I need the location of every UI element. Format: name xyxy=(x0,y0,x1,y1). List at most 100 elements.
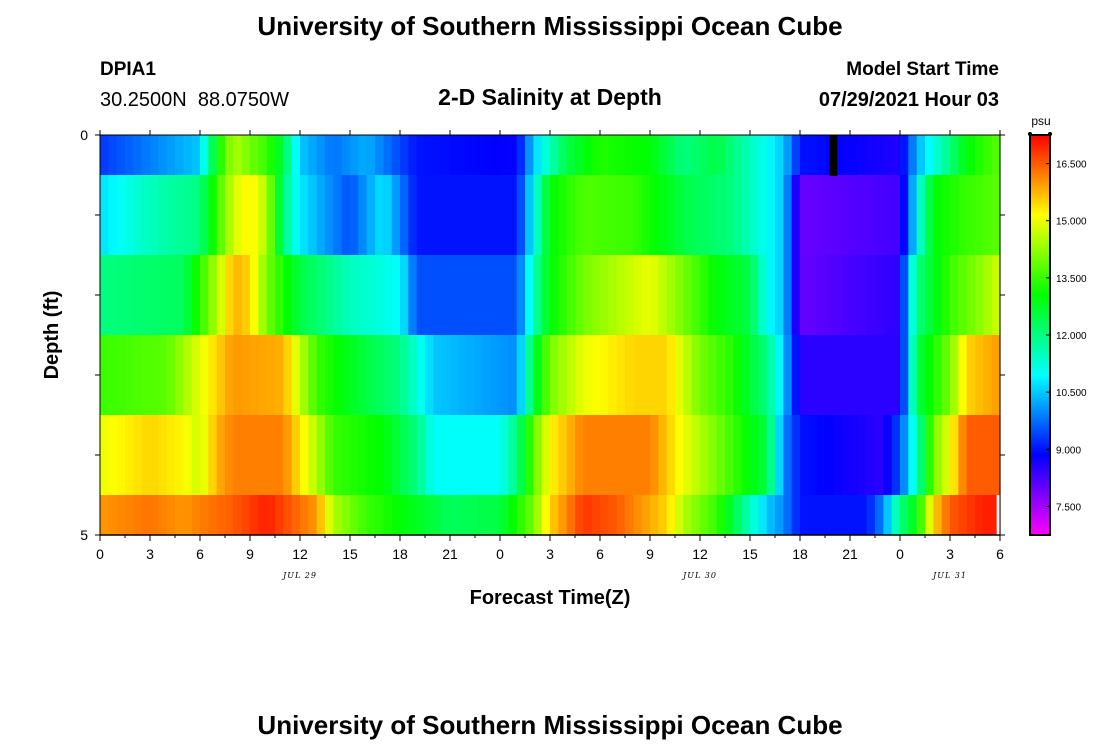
heatmap-cell xyxy=(825,415,834,495)
heatmap-cell xyxy=(750,135,759,175)
heatmap-cell xyxy=(175,415,184,495)
heatmap-cell xyxy=(941,175,951,255)
heatmap-cell xyxy=(791,135,801,175)
y-tick-label: 5 xyxy=(80,527,88,543)
heatmap-cell xyxy=(266,135,276,175)
heatmap-cell xyxy=(766,415,776,495)
heatmap-cell xyxy=(566,495,576,535)
heatmap-cell xyxy=(841,495,851,535)
heatmap-cell xyxy=(633,135,643,175)
colorbar-tick-label: 12.000 xyxy=(1056,331,1087,342)
heatmap-cell xyxy=(408,335,418,415)
heatmap-cell xyxy=(616,255,626,335)
heatmap-cell xyxy=(500,255,509,335)
x-tick-label: 3 xyxy=(946,546,954,562)
x-tick-label: 15 xyxy=(742,546,758,562)
heatmap-cell xyxy=(291,135,301,175)
heatmap-cell xyxy=(691,335,701,415)
current-time-marker xyxy=(829,135,838,176)
heatmap-cell xyxy=(483,335,493,415)
heatmap-cell xyxy=(958,175,968,255)
heatmap-cell xyxy=(333,415,343,495)
heatmap-cell xyxy=(850,495,859,535)
heatmap-cell xyxy=(266,415,276,495)
heatmap-cell xyxy=(816,135,826,175)
heatmap-cell xyxy=(525,415,534,495)
heatmap-cell xyxy=(541,135,551,175)
x-tick-label: 9 xyxy=(646,546,654,562)
heatmap-cell xyxy=(633,415,643,495)
heatmap-cell xyxy=(408,255,418,335)
heatmap-cell xyxy=(775,175,784,255)
x-tick-label: 15 xyxy=(342,546,358,562)
heatmap-cell xyxy=(458,335,468,415)
heatmap-cell xyxy=(766,175,776,255)
heatmap-cell xyxy=(541,335,551,415)
heatmap-cell xyxy=(833,135,843,175)
station-coordinates: 30.2500N 88.0750W xyxy=(100,89,289,111)
heatmap-cell xyxy=(983,335,993,415)
heatmap-cell xyxy=(125,175,134,255)
heatmap-cell xyxy=(333,175,343,255)
missing-data-cell xyxy=(996,495,1000,535)
heatmap-cell xyxy=(733,135,743,175)
heatmap-cell xyxy=(150,255,159,335)
heatmap-cell xyxy=(133,135,143,175)
heatmap-cell xyxy=(416,495,426,535)
heatmap-cell xyxy=(741,175,751,255)
heatmap-cell xyxy=(566,255,576,335)
heatmap-cell xyxy=(725,255,734,335)
heatmap-cell xyxy=(483,175,493,255)
heatmap-cell xyxy=(850,335,859,415)
heatmap-cell xyxy=(758,255,768,335)
heatmap-cell xyxy=(775,135,784,175)
heatmap-cell xyxy=(650,135,659,175)
heatmap-cell xyxy=(508,135,518,175)
heatmap-cell xyxy=(741,495,751,535)
heatmap-cell xyxy=(833,335,843,415)
heatmap-cell xyxy=(816,335,826,415)
heatmap-cell xyxy=(208,335,218,415)
heatmap-cell xyxy=(700,495,709,535)
heatmap-cell xyxy=(658,175,668,255)
heatmap-cell xyxy=(966,495,976,535)
heatmap-cell xyxy=(150,495,159,535)
heatmap-cell xyxy=(750,175,759,255)
heatmap-cell xyxy=(441,335,451,415)
heatmap-cell xyxy=(700,255,709,335)
y-tick-label: 0 xyxy=(80,127,88,143)
heatmap-cell xyxy=(658,335,668,415)
heatmap-cell xyxy=(641,135,651,175)
heatmap-cell xyxy=(466,335,476,415)
heatmap-cell xyxy=(225,175,234,255)
heatmap-cell xyxy=(991,495,1001,535)
heatmap-cell xyxy=(216,255,226,335)
heatmap-cell xyxy=(400,175,409,255)
date-label: JUL 29 xyxy=(281,571,317,580)
heatmap-cell xyxy=(500,335,509,415)
heatmap-cell xyxy=(416,335,426,415)
heatmap-cell xyxy=(825,495,834,535)
heatmap-cell xyxy=(775,255,784,335)
heatmap-cell xyxy=(291,175,301,255)
heatmap-cell xyxy=(525,135,534,175)
heatmap-cell xyxy=(466,135,476,175)
heatmap-cell xyxy=(358,135,368,175)
heatmap-cell xyxy=(350,135,359,175)
heatmap-cell xyxy=(916,495,926,535)
heatmap-cell xyxy=(141,135,151,175)
heatmap-cell xyxy=(466,495,476,535)
heatmap-cell xyxy=(533,335,543,415)
heatmap-cell xyxy=(275,135,284,175)
heatmap-cell xyxy=(100,415,109,495)
heatmap-cell xyxy=(875,335,884,415)
heatmap-cell xyxy=(358,175,368,255)
colorbar-corner-dot xyxy=(1028,132,1032,136)
heatmap-cell xyxy=(541,415,551,495)
heatmap-cell xyxy=(141,175,151,255)
heatmap-cell xyxy=(675,415,684,495)
heatmap-cell xyxy=(791,495,801,535)
heatmap-cell xyxy=(783,335,793,415)
heatmap-cell xyxy=(608,255,618,335)
